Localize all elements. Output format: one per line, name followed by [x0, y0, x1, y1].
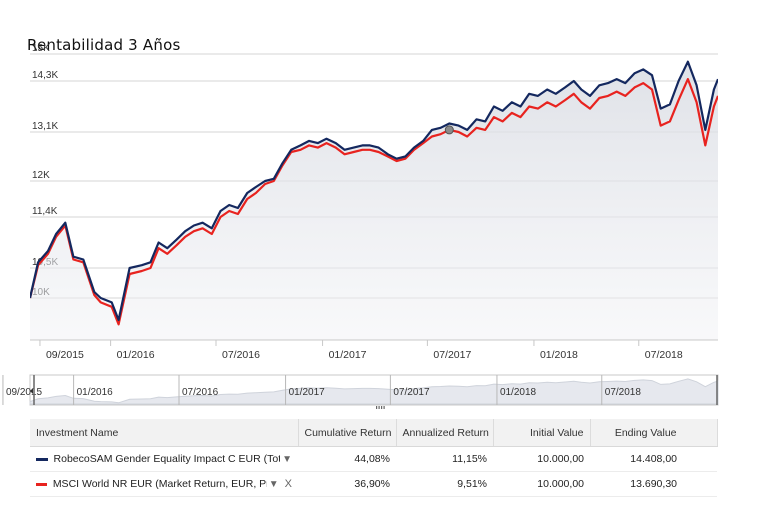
hover-marker[interactable] — [444, 125, 454, 135]
header-annualized-return[interactable]: Annualized Return — [396, 419, 494, 447]
y-tick-label: 11,4K — [32, 206, 58, 217]
y-tick-label: 15K — [32, 43, 50, 54]
investment-name: MSCI World NR EUR (Market Return, EUR, P… — [52, 478, 267, 490]
navigator-tick-label: 09/2015 — [6, 387, 43, 398]
series-swatch-icon — [36, 457, 48, 461]
row-dropdown-icon[interactable]: ▼ — [268, 478, 279, 490]
header-initial-value[interactable]: Initial Value — [493, 419, 591, 447]
investment-name-cell: MSCI World NR EUR (Market Return, EUR, P… — [30, 471, 298, 497]
y-tick-label: 14,3K — [32, 70, 58, 81]
navigator-axis: 09/2015 01/2016 07/2016 01/2017 07/2017 01/20… — [2, 375, 642, 405]
series-area — [30, 61, 718, 340]
x-tick-label: 09/2015 — [46, 349, 84, 361]
navigator-tick-label: 01/2018 — [500, 387, 537, 398]
plot-area — [30, 60, 718, 340]
x-tick-label: 07/2016 — [222, 349, 260, 361]
x-tick-label: 07/2017 — [433, 349, 471, 361]
y-tick-label: 13,1K — [32, 121, 58, 132]
initial-value-cell: 10.000,00 — [493, 446, 590, 472]
y-tick-label: 12K — [32, 170, 50, 181]
x-tick-label: 01/2017 — [329, 349, 367, 361]
ending-value-cell: 14.408,00 — [590, 446, 717, 472]
row-dropdown-icon[interactable]: ▼ — [282, 453, 292, 465]
navigator-left-arrow[interactable] — [30, 388, 33, 394]
header-ending-value[interactable]: Ending Value — [590, 419, 718, 447]
table-header-row: Investment Name Cumulative Return Annual… — [30, 419, 718, 447]
cumulative-return-cell: 44,08% — [298, 446, 396, 472]
navigator-tick-label: 01/2016 — [77, 387, 114, 398]
series-swatch-icon — [36, 482, 47, 486]
cumulative-return-cell: 36,90% — [298, 471, 396, 497]
investment-name: RobecoSAM Gender Equality Impact C EUR (… — [53, 453, 281, 465]
navigator-tick-label: 01/2017 — [289, 387, 326, 398]
x-tick-label: 01/2016 — [117, 349, 155, 361]
navigator-tick-label: 07/2017 — [393, 387, 430, 398]
x-tick-label: 01/2018 — [540, 349, 578, 361]
x-tick-label: 07/2018 — [645, 349, 683, 361]
navigator-scroll-grip[interactable] — [376, 406, 385, 409]
navigator-tick-label: 07/2016 — [182, 387, 219, 398]
table-row[interactable]: RobecoSAM Gender Equality Impact C EUR (… — [30, 446, 717, 472]
range-navigator[interactable]: 09/2015 01/2016 07/2016 01/2017 07/2017 01/20… — [2, 374, 719, 409]
investment-name-cell: RobecoSAM Gender Equality Impact C EUR (… — [30, 446, 298, 472]
header-investment-name[interactable]: Investment Name — [30, 419, 299, 447]
annualized-return-cell: 11,15% — [396, 446, 493, 472]
x-axis: 09/2015 01/2016 07/2016 01/2017 07/2017 01/20… — [39, 340, 683, 361]
chart-title: Rentabilidad 3 Años — [27, 36, 181, 54]
series-line — [30, 77, 718, 326]
annualized-return-cell: 9,51% — [396, 471, 493, 497]
initial-value-cell: 10.000,00 — [493, 471, 590, 497]
series-line — [30, 60, 718, 322]
table-row[interactable]: MSCI World NR EUR (Market Return, EUR, P… — [30, 471, 717, 497]
ending-value-cell: 13.690,30 — [590, 471, 717, 497]
comparison-table: Investment Name Cumulative Return Annual… — [30, 419, 718, 497]
navigator-tick-label: 07/2018 — [605, 387, 642, 398]
remove-row-icon[interactable]: X — [284, 478, 292, 490]
navigator-area — [29, 378, 719, 405]
header-cumulative-return[interactable]: Cumulative Return — [298, 419, 397, 447]
